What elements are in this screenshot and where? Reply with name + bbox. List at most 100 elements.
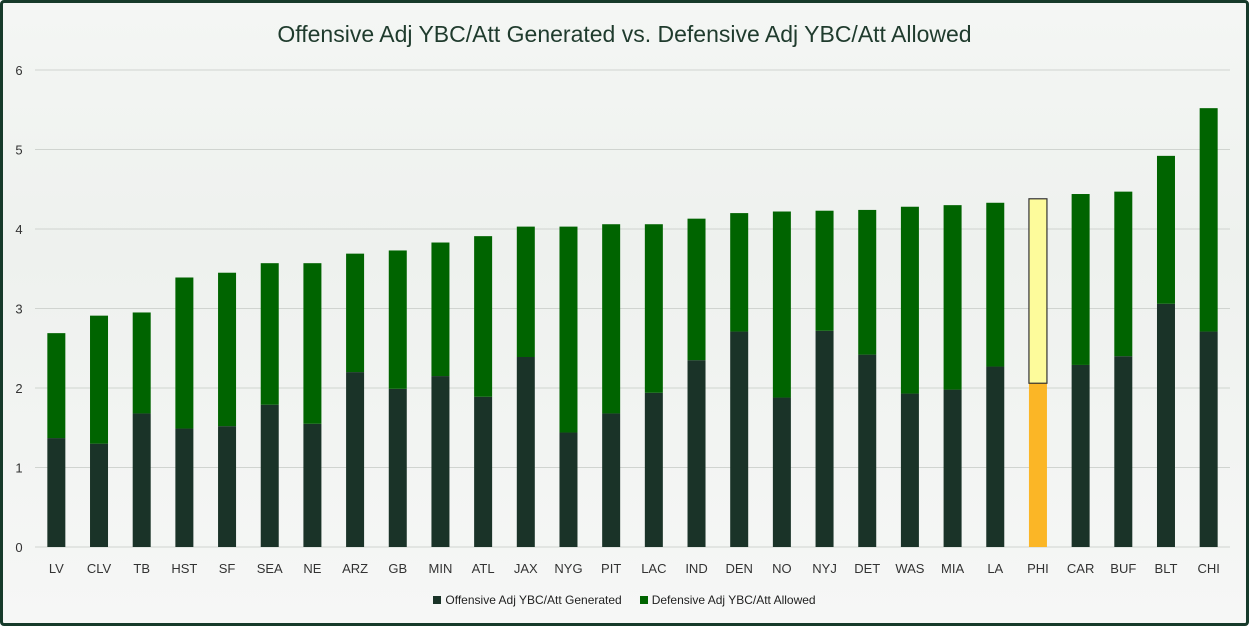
x-tick-label: TB (133, 561, 150, 576)
bar-gb-offense (388, 388, 407, 547)
bar-la-offense (986, 366, 1005, 547)
x-tick-label: MIA (941, 561, 964, 576)
chart-title: Offensive Adj YBC/Att Generated vs. Defe… (277, 21, 972, 47)
bar-mia-defense (943, 205, 962, 390)
bar-atl-defense (474, 236, 493, 397)
bar-den-offense (730, 331, 749, 547)
bar-nyg-defense (559, 226, 578, 433)
bar-ne-defense (303, 263, 322, 424)
y-tick-label: 3 (15, 302, 22, 317)
x-tick-label: PIT (601, 561, 621, 576)
x-tick-label: BLT (1155, 561, 1178, 576)
bar-det-defense (858, 209, 877, 355)
x-tick-label: NO (772, 561, 792, 576)
bar-jax-defense (516, 226, 535, 357)
bar-arz-defense (346, 253, 365, 373)
y-tick-label: 4 (15, 222, 22, 237)
bar-ind-offense (687, 360, 706, 547)
bar-arz-offense (346, 372, 365, 547)
x-tick-label: SF (219, 561, 236, 576)
bar-was-offense (900, 393, 919, 547)
bar-clv-offense (90, 443, 109, 547)
bar-pit-defense (602, 224, 621, 414)
bar-car-offense (1071, 364, 1090, 547)
bar-sea-offense (260, 404, 279, 547)
x-tick-label: WAS (895, 561, 924, 576)
y-tick-label: 1 (15, 461, 22, 476)
legend-swatch (639, 596, 648, 604)
x-tick-label: CLV (87, 561, 112, 576)
bar-sf-offense (218, 426, 237, 547)
bar-ne-offense (303, 423, 322, 547)
legend-label: Offensive Adj YBC/Att Generated (445, 593, 622, 607)
x-tick-label: JAX (514, 561, 538, 576)
bar-nyj-offense (815, 330, 834, 547)
bar-det-offense (858, 354, 877, 547)
y-tick-label: 0 (15, 540, 22, 555)
bar-pit-offense (602, 413, 621, 547)
y-tick-label: 2 (15, 381, 22, 396)
bar-lv-offense (47, 438, 66, 547)
x-tick-label: ATL (472, 561, 495, 576)
bar-hst-defense (175, 277, 194, 429)
bar-chart: 0 1 2 3 4 5 6 LV CLV TB HST SF SEA NE ARZ GB MIN ATL JAX NY… (15, 63, 1230, 576)
bar-sea-defense (260, 263, 279, 405)
legend-item-offense: Offensive Adj YBC/Att Generated (433, 593, 622, 607)
y-tick-label: 5 (15, 143, 22, 158)
x-tick-label: DEN (725, 561, 752, 576)
bar-ind-defense (687, 218, 706, 361)
x-tick-label: GB (388, 561, 407, 576)
bar-phi-defense (1028, 198, 1048, 384)
bar-lac-offense (644, 392, 663, 547)
bar-lv-defense (47, 333, 66, 439)
bar-tb-offense (132, 413, 151, 547)
bar-nyj-defense (815, 210, 834, 331)
bar-jax-offense (516, 356, 535, 547)
x-tick-label: IND (685, 561, 707, 576)
bar-la-defense (986, 202, 1005, 367)
x-tick-label: HST (171, 561, 197, 576)
x-tick-label: MIN (429, 561, 453, 576)
bar-buf-offense (1114, 356, 1133, 547)
x-tick-label: NE (303, 561, 321, 576)
x-tick-label: DET (854, 561, 880, 576)
bar-sf-defense (218, 272, 237, 427)
bar-hst-offense (175, 428, 194, 547)
bar-chi-offense (1199, 331, 1218, 547)
bar-atl-offense (474, 396, 493, 547)
bar-car-defense (1071, 194, 1090, 365)
bar-nyg-offense (559, 432, 578, 547)
bar-clv-defense (90, 315, 109, 444)
legend-swatch (433, 596, 442, 604)
bar-no-defense (772, 211, 791, 398)
x-tick-label: NYG (554, 561, 582, 576)
x-tick-label: CAR (1067, 561, 1094, 576)
bar-blt-defense (1156, 155, 1175, 304)
bar-buf-defense (1114, 191, 1133, 357)
x-tick-label: NYJ (812, 561, 837, 576)
x-tick-label: PHI (1027, 561, 1049, 576)
x-tick-label: BUF (1110, 561, 1136, 576)
legend-label: Defensive Adj YBC/Att Allowed (651, 593, 816, 607)
bar-mia-offense (943, 389, 962, 547)
x-tick-label: LV (49, 561, 64, 576)
bar-was-defense (900, 206, 919, 394)
bar-blt-offense (1156, 303, 1175, 547)
legend: Offensive Adj YBC/Att Generated Defensiv… (3, 593, 1246, 607)
legend-item-defense: Defensive Adj YBC/Att Allowed (639, 593, 816, 607)
bar-no-offense (772, 397, 791, 547)
x-tick-label: CHI (1197, 561, 1219, 576)
bar-tb-defense (132, 312, 151, 414)
bar-min-defense (431, 242, 450, 377)
x-tick-label: LA (987, 561, 1003, 576)
bar-lac-defense (644, 224, 663, 393)
bar-gb-defense (388, 250, 407, 389)
bar-min-offense (431, 376, 450, 547)
bar-chi-defense (1199, 108, 1218, 332)
bar-den-defense (730, 213, 749, 332)
x-tick-label: LAC (641, 561, 666, 576)
x-tick-label: SEA (257, 561, 283, 576)
bar-phi-offense (1028, 383, 1047, 547)
x-tick-label: ARZ (342, 561, 368, 576)
